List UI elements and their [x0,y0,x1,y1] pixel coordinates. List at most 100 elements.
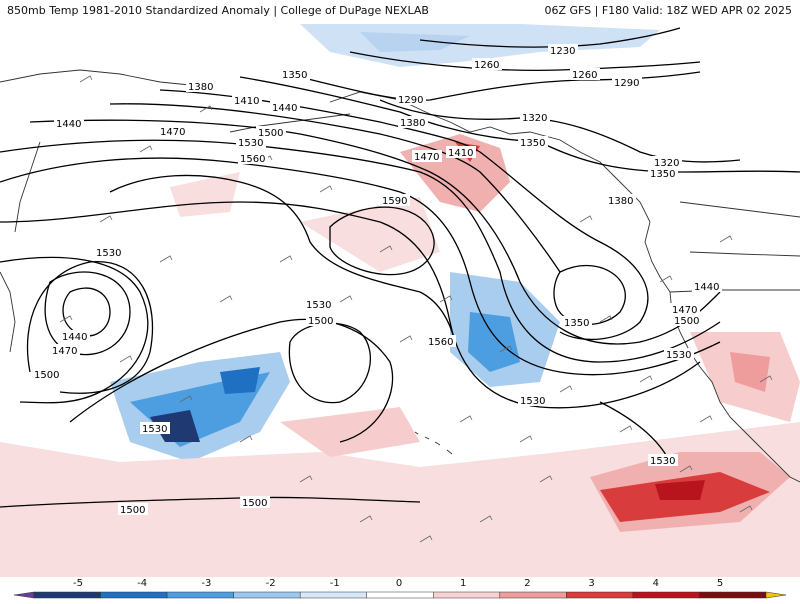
contour-1350-low [553,264,626,325]
contour-label-1560-east: 1560 [428,337,453,348]
colorbar-tick-4: -1 [330,578,340,589]
contour-1500 [0,157,721,376]
colorbar-tick-labels: -5 -4 -3 -2 -1 0 1 2 3 4 5 [73,578,723,589]
wind-barbs [59,75,773,543]
contour-1560 [109,174,456,343]
colorbar-swatch-1 [33,591,101,599]
colorbar-tick-0: -5 [73,578,83,589]
cold-anomaly-east-core [468,312,520,372]
contour-label-1350-mid: 1350 [520,138,545,149]
coastlines [0,69,800,483]
coastline-kamchatka [14,141,41,233]
contour-1530-west [0,256,149,404]
contour-label-1260: 1260 [474,60,499,71]
colorbar-min-arrow [13,591,35,599]
contour-label-1320: 1320 [522,113,547,124]
contour-label-1410: 1410 [234,96,259,107]
contour-label-1230: 1230 [550,46,575,57]
colorbar-tick-7: 2 [524,578,530,589]
contour-1440-sw [62,287,111,337]
colorbar-swatch-3 [166,591,234,599]
contour-label-1500-sw: 1500 [34,370,59,381]
colorbar-swatch-9 [566,591,634,599]
contour-label-1410-mid: 1410 [448,148,473,159]
contour-label-1530-se: 1530 [650,456,675,467]
contour-label-1260-east: 1260 [572,70,597,81]
coastline-us-west [671,311,731,418]
contour-label-1530-west: 1530 [96,248,121,259]
colorbar-max-arrow [765,591,787,599]
warm-anomaly-southeast-max [655,480,705,500]
contour-labels: 1230 1260 1260 1290 1290 1320 1320 1350 … [32,44,722,516]
warm-anomaly-central [300,197,440,272]
contour-label-1440: 1440 [56,119,81,130]
colorbar-swatch-10 [632,591,700,599]
contour-1230 [419,27,681,48]
warm-anomaly-west [170,172,240,217]
cold-anomaly-north-2 [360,32,470,52]
colorbar-area: -5 -4 -3 -2 -1 0 1 2 3 4 5 [0,577,800,600]
colorbar-tick-2: -3 [201,578,211,589]
contour-label-1530-central: 1530 [306,300,331,311]
contour-label-1590: 1590 [382,196,407,207]
height-contours [0,27,800,508]
colorbar-swatch-5 [299,591,367,599]
header: 850mb Temp 1981-2010 Standardized Anomal… [0,0,800,22]
colorbar-swatch-2 [100,591,168,599]
contour-label-1500: 1500 [258,128,283,139]
contour-label-1530-coast: 1530 [666,350,691,361]
contour-1470 [0,139,721,363]
colorbar-tick-6: 1 [460,578,466,589]
contour-1500-sw [26,261,154,394]
contour-label-1470-mid: 1470 [414,152,439,163]
coastline-mexico [729,416,800,483]
coastline-aleutians [229,113,351,133]
colorbar-swatch-4 [233,591,301,599]
contour-label-1560: 1560 [240,154,265,165]
coastline-bc [644,221,673,313]
model-valid-time: 06Z GFS | F180 Valid: 18Z WED APR 02 202… [544,4,792,17]
contour-label-1380-mid: 1380 [400,118,425,129]
contour-1500-south [0,496,421,508]
colorbar-swatch-6 [366,591,434,599]
contour-label-1290-east: 1290 [614,78,639,89]
contour-label-1350-east: 1350 [650,169,675,180]
colorbar-swatches [13,591,787,599]
contour-label-1530-sw: 1530 [142,424,167,435]
contour-1260 [349,51,701,72]
contour-1590 [329,206,435,276]
colorbar-tick-5: 0 [396,578,402,589]
colorbar-tick-1: -4 [137,578,147,589]
contour-label-1500-center: 1500 [308,316,333,327]
contour-1530 [0,201,701,409]
colorbar-tick-8: 3 [588,578,594,589]
contour-label-1500-south: 1500 [242,498,267,509]
contour-label-1500-east: 1500 [674,316,699,327]
coastline-siberia [0,69,201,87]
contour-label-1350: 1350 [282,70,307,81]
colorbar-swatch-8 [499,591,567,599]
contour-label-1470-east: 1470 [672,305,697,316]
contour-label-1440-sw: 1440 [62,332,87,343]
warm-anomaly-hawaii [280,407,420,457]
canada-interior [679,201,800,257]
contour-label-1380-east: 1380 [608,196,633,207]
contour-label-1320-east: 1320 [654,158,679,169]
contour-1320 [379,99,741,163]
contour-1470-sw [44,271,131,356]
contour-label-1530-east: 1530 [520,396,545,407]
contour-label-1350-low: 1350 [564,318,589,329]
map-title: 850mb Temp 1981-2010 Standardized Anomal… [7,4,429,17]
colorbar-tick-10: 5 [717,578,723,589]
contour-label-1470-sw: 1470 [52,346,77,357]
contour-label-1290: 1290 [398,95,423,106]
contour-label-1530: 1530 [238,138,263,149]
contour-label-1500-sw2: 1500 [120,505,145,516]
coastline-japan [0,271,16,353]
weather-map: 1230 1260 1260 1290 1290 1320 1320 1350 … [0,22,800,577]
warm-anomaly-south-band [0,422,800,577]
contour-label-1440-mid: 1440 [272,103,297,114]
contour-1440 [29,119,721,345]
contour-1410 [109,103,561,273]
contour-1380 [159,89,649,341]
